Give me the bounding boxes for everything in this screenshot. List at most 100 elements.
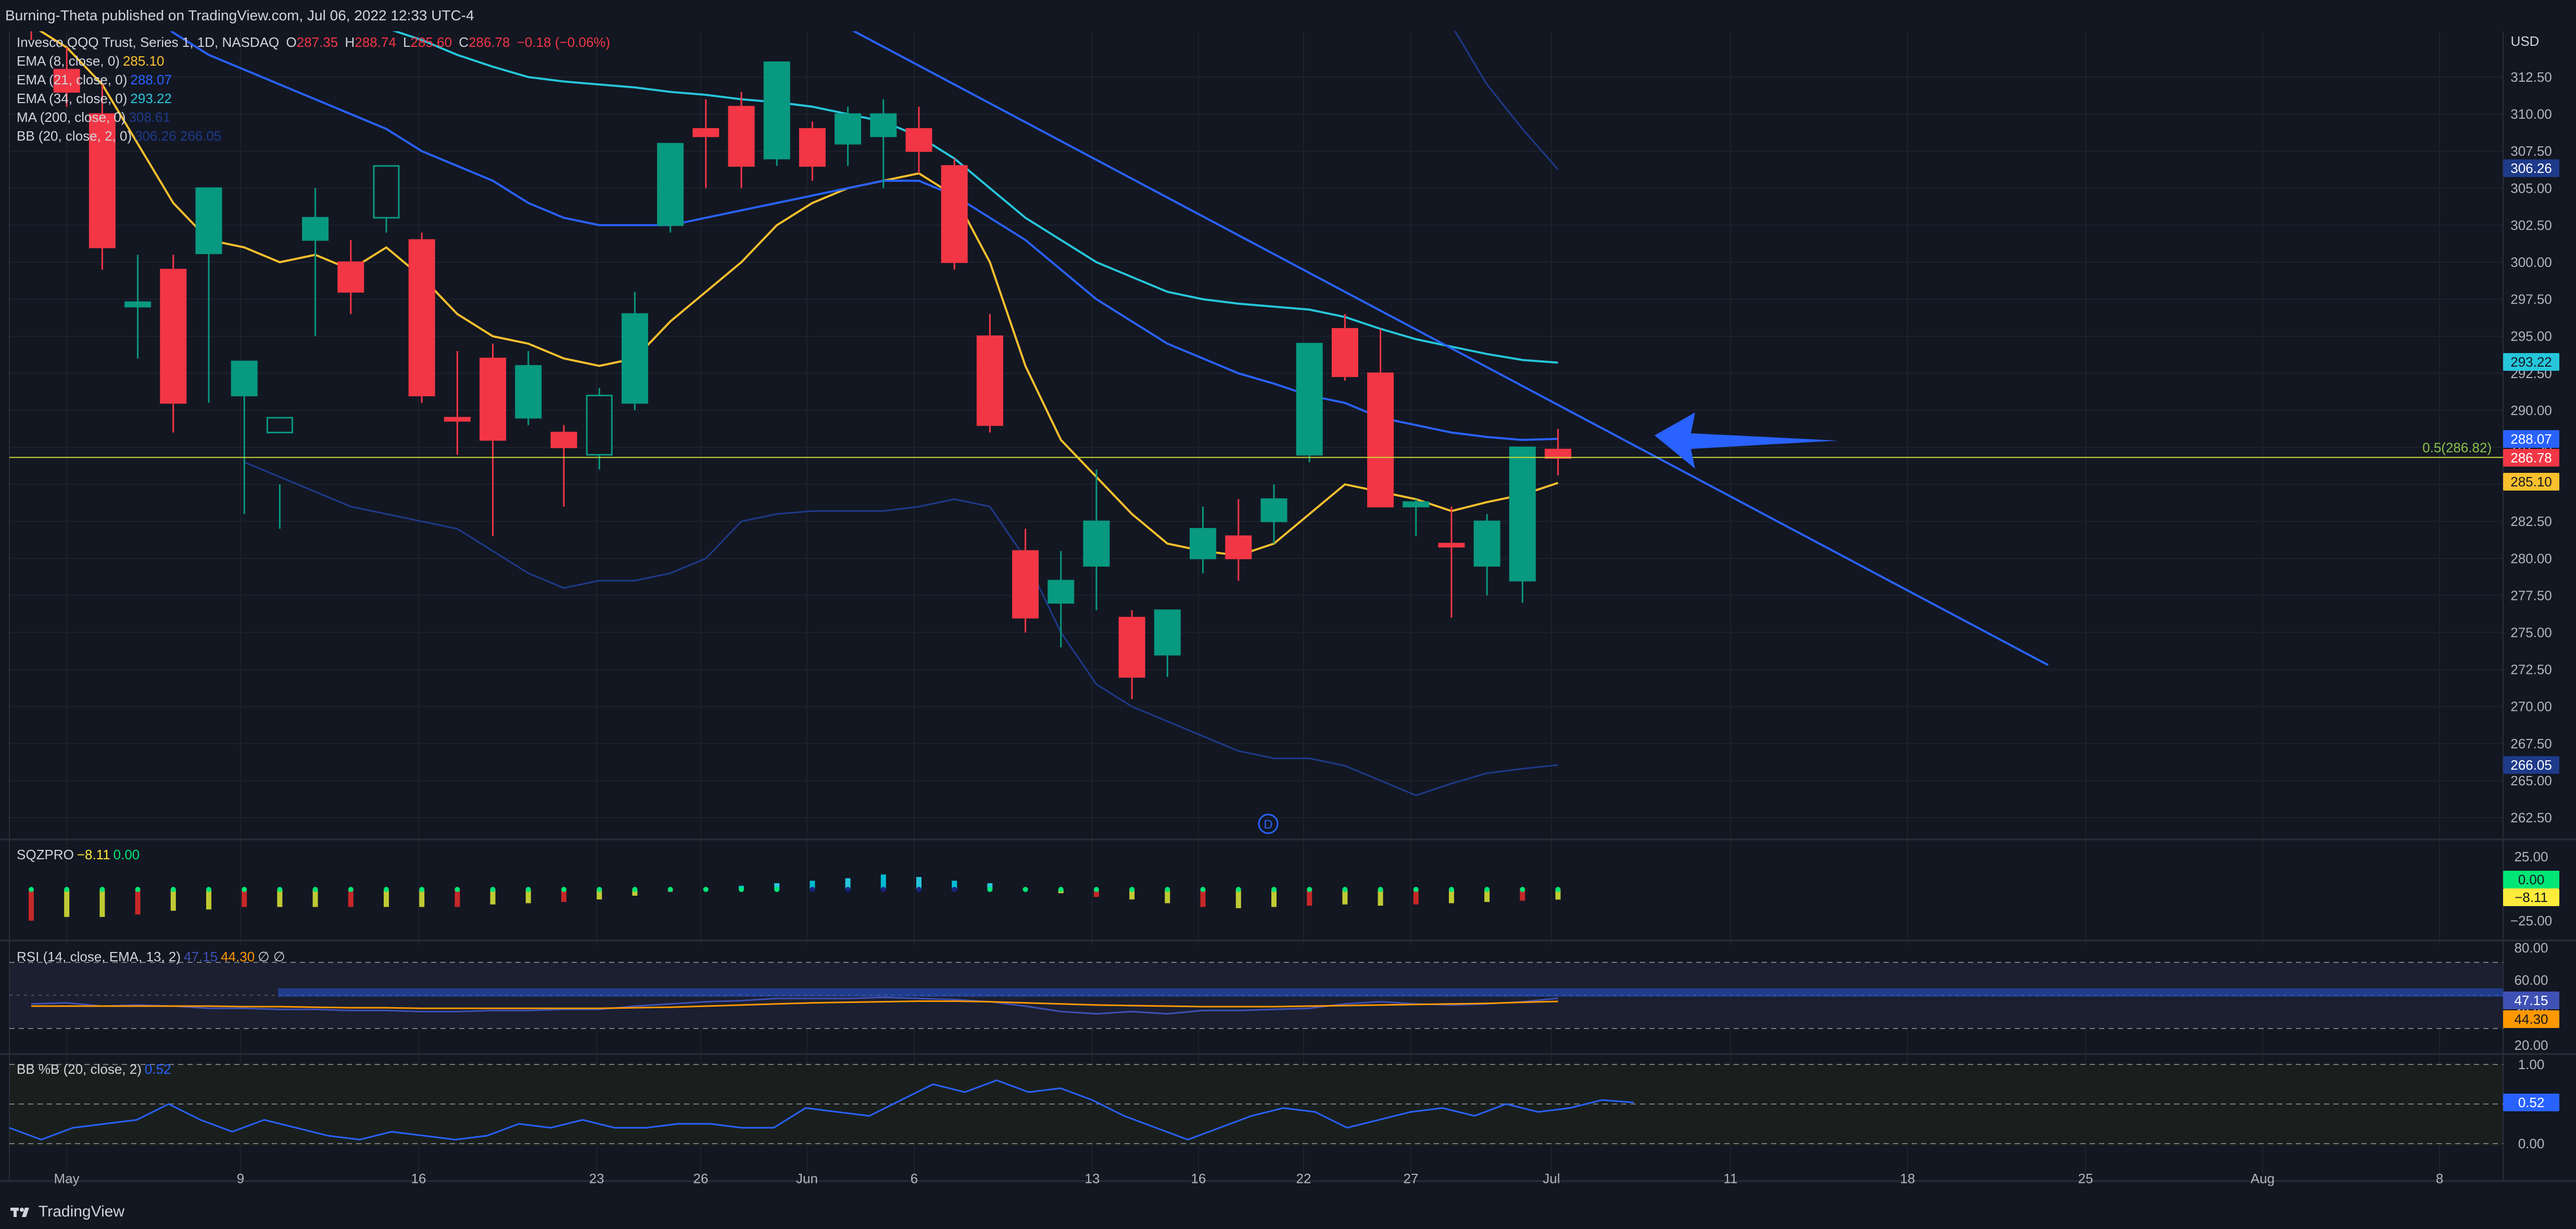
bb-upper-line [1450,24,1559,170]
close-value: 286.78 [469,34,510,50]
rsi-value: 47.15 [184,949,218,964]
sqz-bar [952,881,957,889]
price-tick: 295.00 [2510,329,2552,344]
time-tick: 11 [1724,1171,1738,1186]
ma200-label: MA (200, close, 0) [17,109,126,125]
sqz-dot [1058,887,1064,892]
time-tick: 16 [411,1171,426,1186]
time-tick: 25 [2078,1171,2093,1186]
rsi-line [31,996,1558,1015]
price-tick: 297.50 [2510,292,2552,307]
sqz-dot [312,887,318,892]
candle-body [621,313,648,404]
sqz-dot [490,887,496,892]
sqz-tick: 25.00 [2514,849,2548,864]
time-tick: Aug [2251,1171,2275,1186]
sqz-badge-a: 0.00 [2503,871,2559,888]
sqz-bar [1129,889,1135,900]
ema34-legend[interactable]: EMA (34, close, 0) 293.22 [17,91,175,107]
sqz-bar [29,889,34,921]
sqz-dot [810,887,815,892]
sqz-dot [99,887,105,892]
rsi-tick: 20.00 [2514,1037,2548,1053]
candle-body [231,360,258,396]
bbp-tick: 1.00 [2518,1057,2545,1072]
candle-body [1260,498,1287,522]
candles [18,0,1572,699]
tradingview-icon [10,1208,29,1217]
sqz-dot [739,887,744,892]
sqz-dot [1129,887,1135,892]
bbp-legend[interactable]: BB %B (20, close, 2) 0.52 [17,1061,174,1077]
candle-body [835,113,862,145]
sqz-dot [1200,887,1206,892]
candle-body [266,417,293,434]
candle-body [373,165,400,219]
rsi-legend[interactable]: RSI (14, close, EMA, 13, 2) 47.15 44.30 ∅ ∅ [17,949,288,965]
tradingview-logo[interactable]: TradingView [10,1203,124,1221]
sqz-value-2: 0.00 [113,847,140,862]
candle-body [1190,528,1217,559]
low-value: 285.60 [410,34,452,50]
blue-arrow [1655,412,1838,469]
ma200-legend[interactable]: MA (200, close, 0) 308.61 [17,109,173,126]
candle-body [1403,501,1430,508]
sqz-dot [1449,887,1454,892]
sqz-bar [206,889,211,910]
sqz-dot [1165,887,1170,892]
bb-label: BB (20, close, 2, 0) [17,128,132,144]
sqz-dot [1378,887,1383,892]
sqz-legend[interactable]: SQZPRO −8.11 0.00 [17,847,143,863]
price-tick: 312.50 [2510,69,2552,85]
close-badge: 286.78 [2503,449,2559,467]
ema21-badge: 288.07 [2503,430,2559,448]
sqz-dot [880,887,886,892]
trendline [828,17,2049,666]
sqz-bar [1555,889,1561,900]
open-label: O [286,34,297,50]
candle-body [692,128,719,137]
sqz-dot [703,887,709,892]
sqz-bar [1378,889,1383,906]
sqz-bar [916,877,921,889]
ema34-line [305,0,1558,364]
bb-legend[interactable]: BB (20, close, 2, 0) 306.26 266.05 [17,128,224,144]
top-bar: Burning-Theta published on TradingView.c… [0,0,2576,31]
candle-body [1473,520,1500,567]
ema8-legend[interactable]: EMA (8, close, 0) 285.10 [17,53,168,69]
sqz-bar [384,889,389,907]
sqz-badge-b: −8.11 [2503,888,2559,906]
candle-body [1296,343,1323,456]
sqz-bar [597,889,602,900]
chart-canvas[interactable]: 0.5(286.82) D USD 312.50 310.00 307.50 305.00… [0,0,2576,1193]
symbol-name: Invesco QQQ Trust, Series 1, 1D, NASDAQ [17,34,280,50]
time-tick: 16 [1191,1171,1206,1186]
sqz-bar [348,889,353,907]
open-value: 287.35 [296,34,338,50]
sqz-value: −8.11 [77,847,110,862]
sqz-dot [561,887,566,892]
sqz-bar [490,889,496,905]
sqz-dot [135,887,141,892]
time-tick: 13 [1085,1171,1100,1186]
sqz-dot [64,887,70,892]
sqz-dot [1307,887,1312,892]
rsi-tick: 60.00 [2514,972,2548,988]
footer: TradingView [0,1193,2576,1229]
price-tick: 305.00 [2510,180,2552,196]
sqz-dot [916,887,921,892]
candle-body [1012,550,1039,619]
sqz-dot [525,887,531,892]
sqz-bar [1342,889,1348,905]
candle-body [337,261,364,293]
price-tick: 310.00 [2510,106,2552,122]
sqz-bar [64,889,70,917]
rsi-highlight-box [278,988,2503,997]
price-tick: 275.00 [2510,625,2552,641]
ma200-value: 308.61 [129,109,171,125]
sqz-bar [880,874,886,889]
ema8-badge: 285.10 [2503,473,2559,491]
ema21-legend[interactable]: EMA (21, close, 0) 288.07 [17,72,175,88]
sqz-dot [454,887,460,892]
main-legend[interactable]: Invesco QQQ Trust, Series 1, 1D, NASDAQ … [17,34,613,51]
